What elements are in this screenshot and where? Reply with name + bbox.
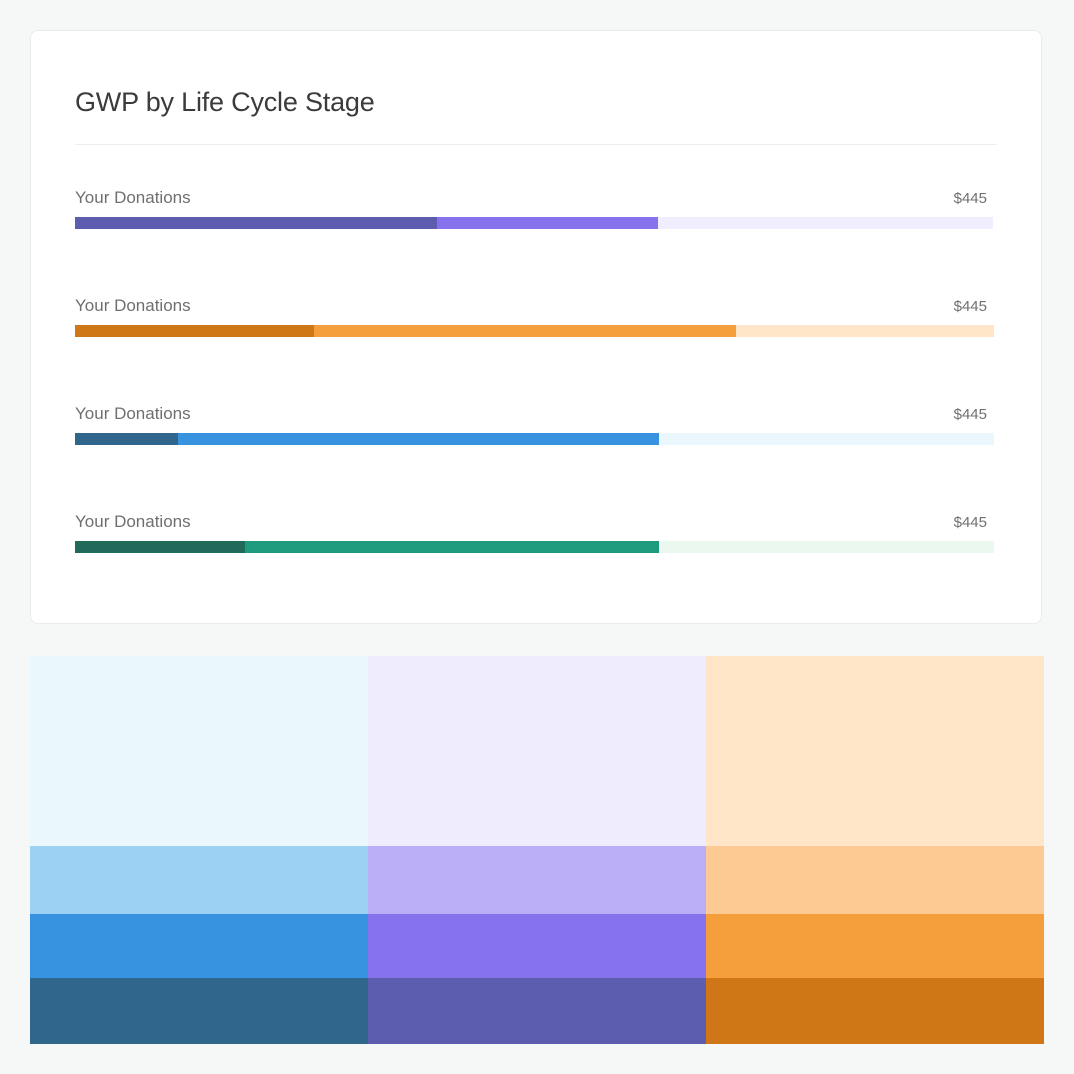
bar-track bbox=[75, 217, 994, 229]
palette-column-blue bbox=[30, 656, 368, 1044]
color-swatch bbox=[706, 656, 1044, 847]
bar-segment bbox=[75, 217, 437, 229]
bar-value: $445 bbox=[953, 190, 987, 207]
color-swatch bbox=[30, 913, 368, 978]
color-swatch bbox=[368, 977, 706, 1044]
bar-segment bbox=[659, 433, 994, 445]
card-title: GWP by Life Cycle Stage bbox=[75, 87, 375, 117]
bar-track bbox=[75, 325, 994, 337]
bar-segment bbox=[245, 541, 659, 553]
gwp-card: GWP by Life Cycle Stage Your Donations $4… bbox=[30, 30, 1042, 624]
bar-segment bbox=[658, 217, 993, 229]
bar-segment bbox=[75, 433, 178, 445]
color-swatch bbox=[706, 977, 1044, 1044]
bar-segment bbox=[437, 217, 658, 229]
bar-value: $445 bbox=[953, 298, 987, 315]
bar-track bbox=[75, 541, 994, 553]
bar-label: Your Donations bbox=[75, 296, 191, 315]
bar-segment bbox=[75, 325, 314, 337]
bar-segment bbox=[75, 541, 245, 553]
color-swatch bbox=[30, 846, 368, 914]
bar-segment bbox=[314, 325, 736, 337]
bar-label: Your Donations bbox=[75, 512, 191, 531]
bar-value: $445 bbox=[953, 406, 987, 423]
bar-value: $445 bbox=[953, 514, 987, 531]
bar-label: Your Donations bbox=[75, 404, 191, 423]
bar-label: Your Donations bbox=[75, 188, 191, 207]
palette-column-purple bbox=[368, 656, 706, 1044]
bar-row: Your Donations $445 bbox=[75, 296, 994, 356]
bar-segment bbox=[178, 433, 659, 445]
color-swatch bbox=[368, 846, 706, 914]
color-swatch bbox=[706, 913, 1044, 978]
color-swatch bbox=[30, 656, 368, 847]
color-swatch bbox=[706, 846, 1044, 914]
bar-row: Your Donations $445 bbox=[75, 188, 994, 248]
color-swatch bbox=[368, 913, 706, 978]
bar-row: Your Donations $445 bbox=[75, 404, 994, 464]
bar-track bbox=[75, 433, 994, 445]
bar-segment bbox=[659, 541, 994, 553]
bar-segment bbox=[736, 325, 994, 337]
bar-row: Your Donations $445 bbox=[75, 512, 994, 572]
title-divider bbox=[75, 144, 997, 145]
color-palette bbox=[30, 656, 1044, 1044]
color-swatch bbox=[368, 656, 706, 847]
palette-column-orange bbox=[706, 656, 1044, 1044]
color-swatch bbox=[30, 977, 368, 1044]
